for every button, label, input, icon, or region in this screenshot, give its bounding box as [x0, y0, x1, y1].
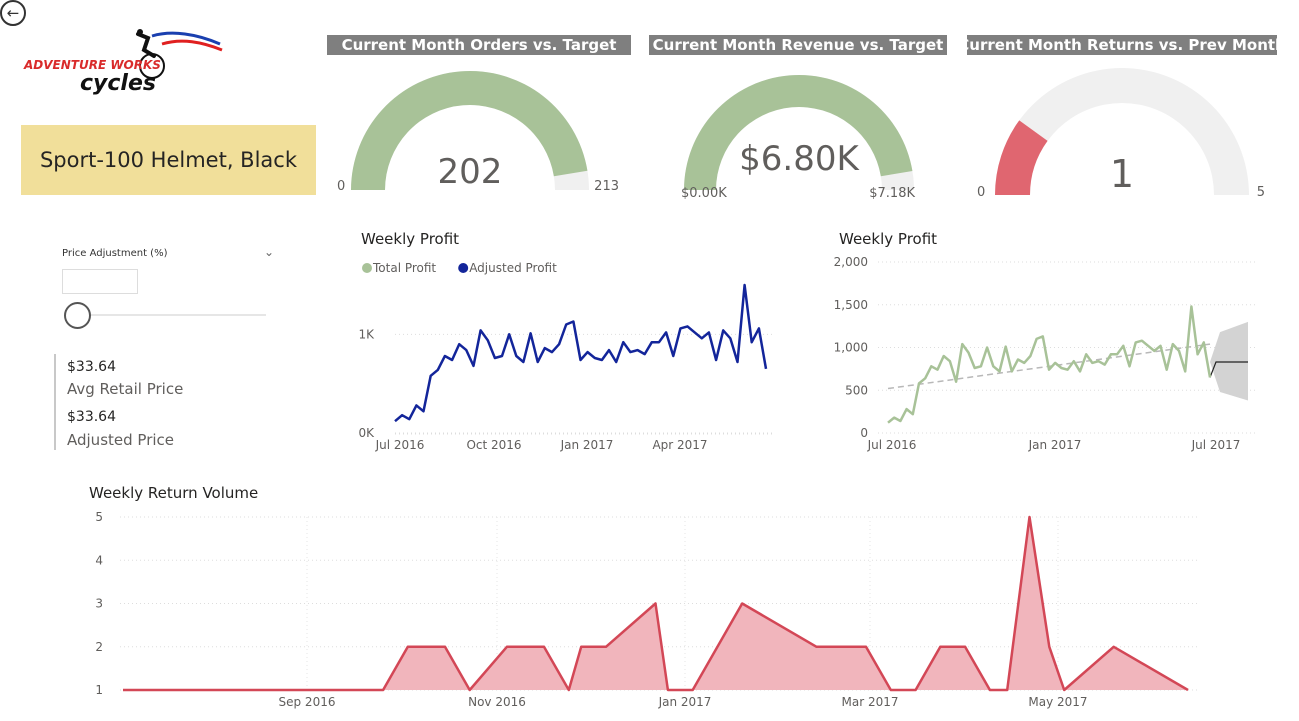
logo-text-adventure: ADVENTURE WORKS — [23, 58, 161, 72]
gauge-value: 1 — [1110, 152, 1134, 196]
y-tick-label: 5 — [95, 510, 103, 524]
gauge-revenue-title: Current Month Revenue vs. Target — [649, 35, 947, 55]
legend-marker-1 — [458, 263, 469, 273]
return-volume-line — [123, 515, 1189, 692]
y-tick-label: 1,000 — [834, 341, 868, 355]
weekly-profit-title-2: Weekly Profit — [839, 230, 938, 248]
series-line-adjusted-profit — [394, 283, 768, 423]
price-adjustment-slider-track[interactable] — [78, 314, 266, 316]
y-tick-label: 500 — [845, 383, 868, 397]
forecast-line — [1209, 361, 1248, 378]
x-tick-label: Oct 2016 — [466, 438, 521, 452]
y-tick-label: 1,500 — [834, 298, 868, 312]
x-tick-label: Jan 2017 — [1028, 438, 1082, 452]
adjusted-price-label: Adjusted Price — [67, 431, 174, 449]
gauge-min-label: $0.00K — [681, 186, 727, 201]
price-adjustment-title: Price Adjustment (%) — [62, 248, 168, 259]
x-tick-label: Jan 2017 — [658, 695, 712, 709]
y-tick-label: 4 — [95, 553, 103, 567]
price-adjustment-input[interactable] — [62, 269, 138, 294]
gauge-orders: 202 0 213 — [337, 70, 619, 194]
gauge-revenue: $6.80K $0.00K $7.18K — [681, 75, 915, 201]
x-tick-label: Mar 2017 — [842, 695, 899, 709]
gauge-fill — [351, 70, 588, 190]
series-line-total-profit — [887, 305, 1212, 424]
logo-text-cycles: cycles — [80, 71, 156, 96]
avg-retail-price-value: $33.64 — [67, 359, 116, 375]
gauge-max-label: 213 — [594, 179, 619, 194]
price-card-divider — [54, 354, 56, 450]
avg-retail-price-label: Avg Retail Price — [67, 380, 184, 398]
x-tick-label: Jan 2017 — [560, 438, 614, 452]
y-tick-label: 3 — [95, 597, 103, 611]
gauge-track — [995, 68, 1249, 195]
back-button[interactable]: ← — [0, 0, 26, 26]
x-tick-label: Jul 2017 — [1191, 438, 1241, 452]
weekly-profit-chart-forecast: 0 500 1,000 1,500 2,000 Jul 2016 Jan 2017 Jul 2… — [834, 255, 1255, 452]
y-tick-label: 2 — [95, 640, 103, 654]
y-tick-label: 0K — [358, 426, 375, 440]
y-tick-label: 1K — [358, 327, 375, 341]
gauge-returns-title: Current Month Returns vs. Prev Month — [958, 35, 1286, 55]
y-tick-label: 0 — [860, 426, 868, 440]
x-tick-label: Jul 2016 — [375, 438, 425, 452]
legend-marker-0 — [362, 263, 372, 273]
gauge-min-label: 0 — [337, 179, 345, 194]
x-tick-label: Apr 2017 — [652, 438, 707, 452]
gauge-max-label: $7.18K — [869, 186, 915, 201]
weekly-return-volume-chart: 1 2 3 4 5 Sep 2016 Nov 2016 Jan 2017 Mar 2017 May… — [95, 510, 1200, 709]
adventure-works-logo: ADVENTURE WORKS cycles — [23, 29, 223, 96]
adjusted-price-value: $33.64 — [67, 409, 116, 425]
x-tick-label: Sep 2016 — [279, 695, 336, 709]
gauge-returns: 1 0 5 — [977, 68, 1265, 200]
gauge-value: 202 — [438, 152, 503, 192]
x-tick-label: Nov 2016 — [468, 695, 526, 709]
legend-label-0: Total Profit — [372, 261, 436, 275]
y-tick-label: 2,000 — [834, 255, 868, 269]
gauge-min-label: 0 — [977, 185, 985, 200]
back-arrow-icon: ← — [6, 3, 20, 22]
gauge-fill — [684, 75, 913, 190]
legend-label-1: Adjusted Profit — [469, 261, 557, 275]
weekly-profit-title-1: Weekly Profit — [361, 230, 460, 248]
product-name: Sport-100 Helmet, Black — [39, 148, 298, 172]
chevron-down-icon[interactable]: ⌄ — [264, 245, 275, 259]
y-tick-label: 1 — [95, 683, 103, 697]
forecast-band — [1210, 321, 1248, 401]
gauge-fill — [995, 120, 1048, 195]
weekly-profit-chart-adjusted: Total Profit Adjusted Profit 0K 1K Jul 2016 O… — [358, 261, 774, 452]
gauge-max-label: 5 — [1257, 185, 1265, 200]
gauge-value: $6.80K — [739, 139, 860, 179]
x-tick-label: Jul 2016 — [867, 438, 917, 452]
price-adjustment-slider-thumb[interactable] — [64, 302, 91, 329]
x-tick-label: May 2017 — [1028, 695, 1087, 709]
product-card: Sport-100 Helmet, Black — [21, 125, 316, 195]
weekly-return-volume-title: Weekly Return Volume — [89, 484, 259, 502]
gauge-orders-title: Current Month Orders vs. Target — [327, 35, 631, 55]
